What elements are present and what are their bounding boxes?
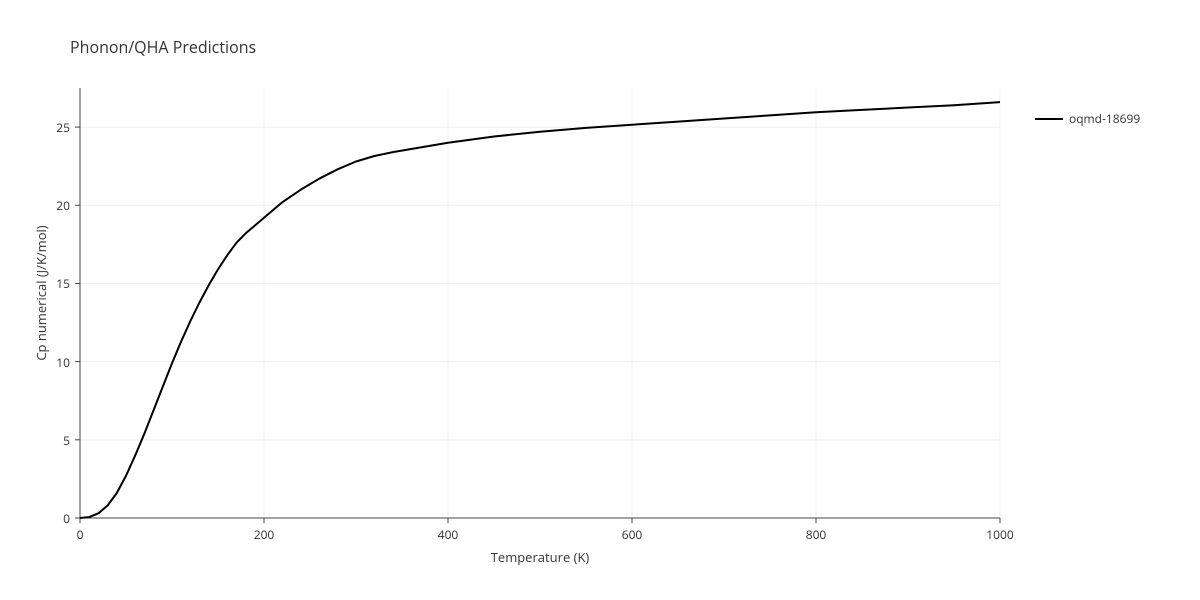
chart-container: Phonon/QHA Predictions Temperature (K) C…	[0, 0, 1200, 600]
x-tick-label: 600	[612, 526, 652, 543]
y-tick-label: 5	[40, 432, 70, 449]
legend-item-label: oqmd-18699	[1069, 110, 1140, 127]
legend-swatch-icon	[1035, 118, 1063, 120]
x-tick-label: 0	[60, 526, 100, 543]
x-tick-label: 800	[796, 526, 836, 543]
x-tick-label: 200	[244, 526, 284, 543]
x-axis-label: Temperature (K)	[480, 548, 600, 566]
x-tick-label: 400	[428, 526, 468, 543]
y-tick-label: 0	[40, 510, 70, 527]
y-tick-label: 25	[40, 119, 70, 136]
legend: oqmd-18699	[1035, 110, 1140, 127]
y-axis-label: Cp numerical (J/K/mol)	[32, 213, 50, 373]
x-tick-label: 1000	[980, 526, 1020, 543]
y-tick-label: 20	[40, 197, 70, 214]
y-tick-label: 15	[40, 275, 70, 292]
plot-svg	[0, 0, 1200, 600]
y-tick-label: 10	[40, 354, 70, 371]
